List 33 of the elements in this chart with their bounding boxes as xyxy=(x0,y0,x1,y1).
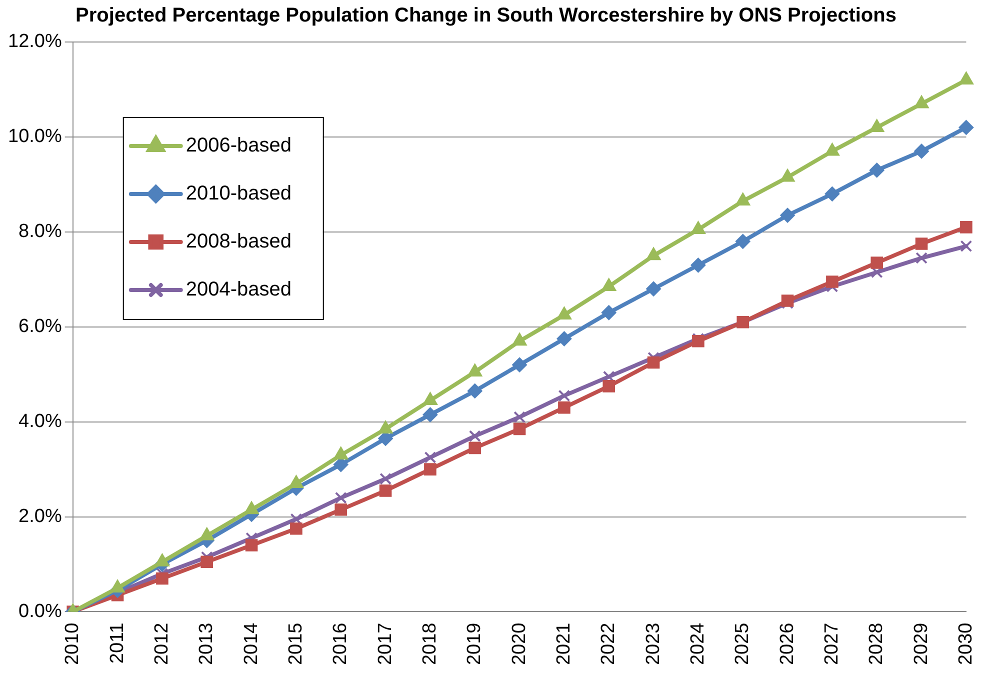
x-tick-label: 2019 xyxy=(464,622,486,666)
x-tick-label: 2023 xyxy=(642,622,664,666)
x-tick-label: 2022 xyxy=(598,622,620,666)
x-tick-label: 2030 xyxy=(955,622,976,666)
x-tick-label: 2027 xyxy=(821,622,842,666)
x-tick-label: 2015 xyxy=(285,622,306,666)
x-tick-label: 2028 xyxy=(866,622,888,666)
x-tick-label: 2013 xyxy=(196,622,218,666)
x-tick-label: 2021 xyxy=(553,622,574,666)
x-tick-label: 2012 xyxy=(151,622,172,666)
y-tick-label: 2.0% xyxy=(18,506,62,528)
y-tick-label: 4.0% xyxy=(18,411,62,432)
x-tick-label: 2010 xyxy=(62,622,84,666)
y-tick-label: 8.0% xyxy=(18,221,62,242)
x-tick-label: 2026 xyxy=(776,622,798,666)
y-tick-label: 10.0% xyxy=(8,126,62,148)
chart-title: Projected Percentage Population Change in South Worcestershire by ONS Projections xyxy=(76,4,896,27)
x-tick-label: 2018 xyxy=(419,622,440,666)
legend-label: 2010-based xyxy=(186,182,292,205)
x-tick-label: 2016 xyxy=(330,622,352,666)
x-tick-label: 2025 xyxy=(732,622,754,666)
legend-label: 2008-based xyxy=(186,230,292,253)
x-tick-label: 2011 xyxy=(106,622,128,664)
x-tick-label: 2017 xyxy=(374,622,396,666)
legend-label: 2006-based xyxy=(186,134,292,157)
y-tick-label: 6.0% xyxy=(18,316,62,338)
legend-label: 2004-based xyxy=(186,278,292,301)
y-tick-label: 0.0% xyxy=(18,600,62,622)
y-tick-label: 12.0% xyxy=(8,31,62,52)
x-tick-label: 2024 xyxy=(687,622,708,666)
x-tick-label: 2020 xyxy=(508,622,530,666)
x-tick-label: 2014 xyxy=(240,622,262,666)
x-tick-label: 2029 xyxy=(910,622,932,666)
